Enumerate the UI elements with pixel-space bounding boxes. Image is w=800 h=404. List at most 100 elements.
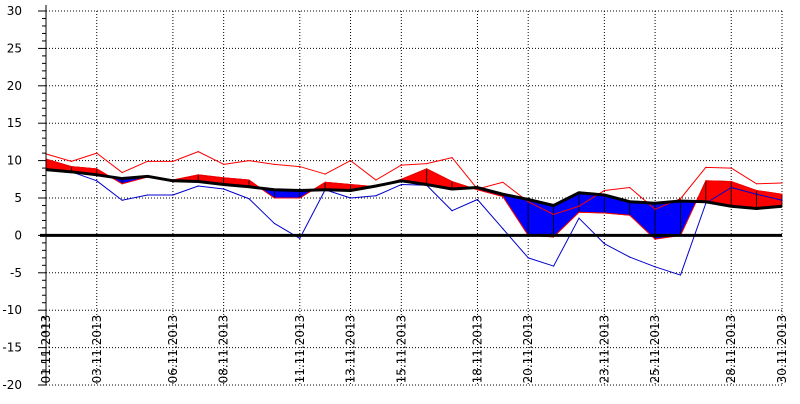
series-1-point [299,197,301,199]
x-tick-label: 01.11.2013 [39,315,53,384]
series-2-point [781,182,783,184]
series-2-point [730,167,732,169]
series-1-point [654,238,656,240]
series-lines [45,151,783,276]
series-2-point [223,163,225,165]
series-3-point [603,243,605,245]
series-3-point [756,193,758,195]
series-1-point [223,177,225,179]
series-2-point [70,160,72,162]
series-3-point [527,257,529,259]
series-3-point [451,210,453,212]
tick-labels: 30 25 20 15 10 5 0 -5 -10 -15 -20 01.11.2013 03.11.2… [2,4,789,392]
series-4-point [654,202,656,204]
series-3-point [349,197,352,199]
y-tick-label: 0 [14,228,22,242]
x-tick-label: 30.11.2013 [775,315,789,384]
series-2-point [349,160,352,162]
series-4-point [527,198,529,201]
series-3-point [552,265,555,267]
series-4-point [223,183,225,186]
y-tick-label: 25 [7,41,22,55]
series-1-point [578,211,580,213]
x-tick-label: 13.11.2013 [344,315,358,384]
y-tick-label: -10 [2,303,22,317]
series-1-point [324,181,326,183]
series-4-point [248,186,250,188]
series-2-point [172,160,174,162]
series-4-point [299,189,301,192]
series-2-point [273,163,276,165]
series-2-point [679,198,682,200]
series-4-point [781,205,783,207]
series-4-point [502,193,504,195]
series-3-point [679,274,682,276]
series-4-point [400,180,402,182]
series-4-point [552,204,555,207]
series-2-point [629,186,631,189]
series-4-point [349,189,352,192]
series-3-point [121,199,123,201]
below-reference-area [654,200,681,240]
series-1-point [96,168,98,170]
series-1-point [273,197,276,199]
x-tick-label: 15.11.2013 [394,315,408,384]
series-1-point [248,179,250,181]
y-tick-label: 5 [14,191,22,205]
series-3-point [730,186,732,189]
series-1-point [781,193,783,195]
series-3-point [172,194,174,196]
series-4-point [451,188,453,190]
series-3-point [400,183,402,186]
series-3-point [299,237,301,239]
series-3-point [654,266,656,268]
series-1-point [502,195,504,198]
y-tick-label: -5 [10,266,22,280]
series-4-point [146,175,149,177]
x-tick-label: 11.11.2013 [293,315,307,384]
series-4-point [629,201,631,203]
series-3-point [629,256,631,258]
series-4-point [70,171,72,173]
series-4-point [756,207,758,210]
series-4-point [324,189,326,191]
x-tick-label: 08.11.2013 [217,315,231,384]
series-2-point [578,205,580,207]
x-tick-label: 20.11.2013 [521,315,535,384]
x-tick-label: 18.11.2013 [470,315,484,384]
series-4-point [121,177,123,180]
series-4-point [679,200,682,202]
series-2-point [146,160,149,162]
series-4-point [578,192,580,194]
series-line-3 [45,169,783,276]
series-3-point [781,199,783,201]
difference-areas [45,158,783,241]
series-3-point [578,217,580,219]
series-1-point [603,212,605,214]
series-2-point [451,157,453,159]
series-2-point [426,162,428,165]
series-1-point [426,168,428,170]
series-3-point [223,188,225,190]
series-2-point [324,173,326,175]
series-line-4 [45,168,783,210]
series-2-point [705,166,707,168]
x-tick-label: 28.11.2013 [724,315,738,384]
series-1-point [705,180,707,182]
series-2-point [400,164,402,166]
series-1-point [629,214,631,216]
x-tick-label: 23.11.2013 [597,315,611,384]
series-4-point [96,174,98,176]
series-2-point [552,213,555,216]
series-line-2 [45,151,783,215]
y-tick-label: 10 [7,154,22,168]
x-tick-label: 25.11.2013 [648,315,662,384]
series-1-point [756,189,758,192]
series-3-point [197,185,199,187]
series-2-point [197,151,199,153]
series-4-point [375,185,377,187]
series-2-point [248,160,250,162]
series-1-point [349,183,352,186]
series-3-point [502,228,504,230]
